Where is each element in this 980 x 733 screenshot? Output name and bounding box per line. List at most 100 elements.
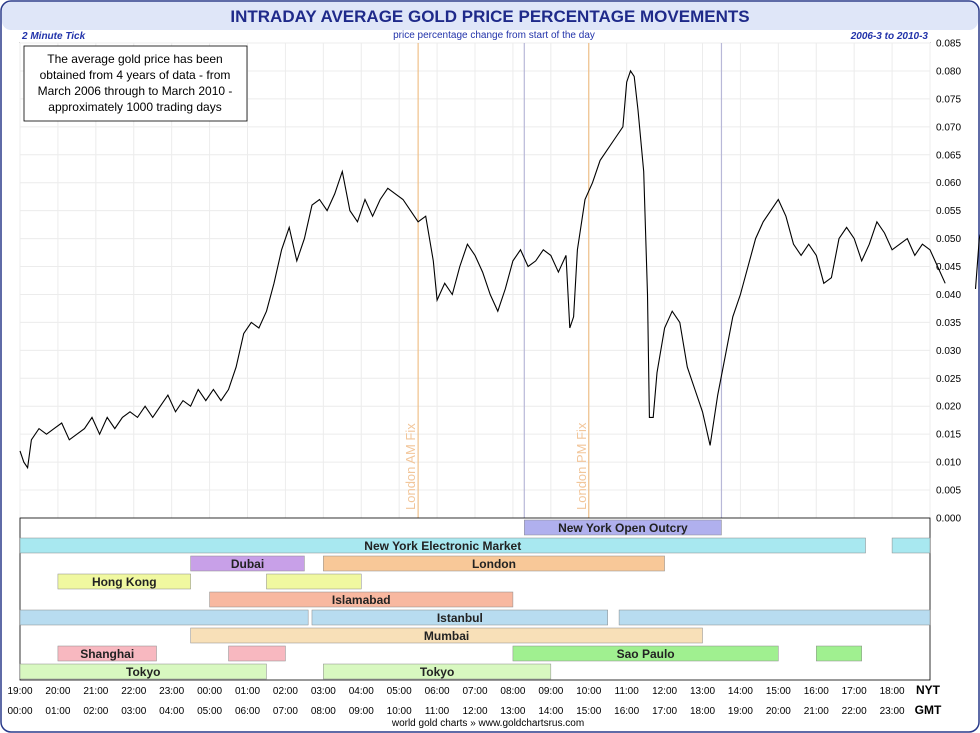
y-tick-label: 0.075 [936, 94, 961, 105]
session-bar [323, 663, 552, 680]
x-tick-gmt: 08:00 [311, 706, 336, 717]
y-tick-label: 0.005 [936, 486, 961, 497]
chart-title: INTRADAY AVERAGE GOLD PRICE PERCENTAGE M… [230, 7, 749, 26]
session-bar [19, 537, 866, 554]
x-tick-gmt: 00:00 [7, 706, 32, 717]
session-label: Sao Paulo [617, 647, 675, 661]
marker-label: London AM Fix [403, 423, 418, 510]
x-tick-gmt: 14:00 [538, 706, 563, 717]
session-bar [618, 609, 931, 626]
y-tick-label: 0.085 [936, 39, 961, 50]
x-tick-nyt: 06:00 [425, 686, 450, 697]
x-tick-nyt: 07:00 [462, 686, 487, 697]
session-layer: New York Open Outcry New York Electronic … [19, 519, 931, 680]
session-bar [311, 609, 608, 626]
x-tick-nyt: 11:00 [615, 686, 640, 697]
session-bar [190, 555, 305, 572]
x-tick-gmt: 15:00 [576, 706, 601, 717]
session-label: Istanbul [437, 611, 483, 625]
session-bar [228, 645, 286, 662]
session-label: Hong Kong [92, 575, 157, 589]
y-tick-label: 0.070 [936, 122, 961, 133]
x-tick-gmt: 01:00 [45, 706, 70, 717]
x-tick-nyt: 00:00 [197, 686, 222, 697]
x-tick-nyt: 10:00 [576, 686, 601, 697]
session-bar [891, 537, 931, 554]
x-tick-gmt: 04:00 [159, 706, 184, 717]
footer-credit: world gold charts » www.goldchartsrus.co… [391, 718, 584, 729]
x-tick-gmt: 19:00 [728, 706, 753, 717]
x-tick-nyt: 22:00 [121, 686, 146, 697]
header-band [2, 2, 978, 30]
y-tick-label: 0.045 [936, 262, 961, 273]
session-bar [209, 591, 514, 608]
x-tick-gmt: 16:00 [614, 706, 639, 717]
x-tick-gmt: 11:00 [425, 706, 450, 717]
y-tick-label: 0.025 [936, 374, 961, 385]
session-label: Shanghai [80, 647, 134, 661]
session-label: New York Electronic Market [364, 539, 521, 553]
y-tick-label: 0.080 [936, 66, 961, 77]
line-layer [19, 69, 980, 470]
y-tick-label: 0.010 [936, 458, 961, 469]
session-label: Mumbai [424, 629, 469, 643]
y-tick-label: 0.060 [936, 178, 961, 189]
x-tick-gmt: 12:00 [462, 706, 487, 717]
x-tick-nyt: 08:00 [500, 686, 525, 697]
y-tick-label: 0.035 [936, 318, 961, 329]
subtitle-right: 2006-3 to 2010-3 [850, 31, 929, 42]
session-label: Tokyo [420, 665, 454, 679]
session-bar [190, 627, 703, 644]
x-tick-gmt: 13:00 [500, 706, 525, 717]
x-tick-nyt: 05:00 [387, 686, 412, 697]
x-tick-gmt: 07:00 [273, 706, 298, 717]
session-bar [266, 573, 362, 590]
session-bar [19, 609, 309, 626]
y-tick-layer: 0.000 0.005 0.010 0.015 0.020 0.025 0.030 0.035… [936, 39, 961, 525]
x-tick-nyt: 19:00 [7, 686, 32, 697]
y-tick-label: 0.020 [936, 402, 961, 413]
x-tick-nyt: 13:00 [690, 686, 715, 697]
subtitle-center: price percentage change from start of th… [393, 30, 595, 41]
x-axis-label-nyt: NYT [916, 683, 941, 697]
x-tick-gmt: 10:00 [387, 706, 412, 717]
x-tick-gmt: 02:00 [83, 706, 108, 717]
x-tick-gmt: 17:00 [652, 706, 677, 717]
session-bar [323, 555, 665, 572]
x-tick-layer: 19:00 20:00 21:00 22:00 23:00 00:00 01:00 02:00… [7, 686, 905, 717]
y-tick-label: 0.000 [936, 514, 961, 525]
note-line-4: approximately 1000 trading days [48, 100, 221, 114]
y-tick-label: 0.055 [936, 206, 961, 217]
x-tick-nyt: 16:00 [804, 686, 829, 697]
x-tick-gmt: 06:00 [235, 706, 260, 717]
session-bar [19, 663, 267, 680]
session-label: New York Open Outcry [558, 521, 688, 535]
x-tick-gmt: 18:00 [690, 706, 715, 717]
session-label: London [472, 557, 516, 571]
y-tick-label: 0.050 [936, 234, 961, 245]
x-tick-gmt: 21:00 [804, 706, 829, 717]
y-tick-label: 0.065 [936, 150, 961, 161]
x-tick-gmt: 20:00 [766, 706, 791, 717]
series-line [19, 69, 946, 470]
note-line-3: March 2006 through to March 2010 - [38, 84, 233, 98]
x-tick-gmt: 05:00 [197, 706, 222, 717]
session-bar [524, 519, 722, 536]
session-bar [57, 645, 157, 662]
x-tick-nyt: 20:00 [45, 686, 70, 697]
x-tick-gmt: 03:00 [121, 706, 146, 717]
x-tick-nyt: 15:00 [766, 686, 791, 697]
marker-label: London PM Fix [574, 422, 589, 510]
note-box [23, 45, 248, 122]
session-bar [816, 645, 862, 662]
y-tick-label: 0.040 [936, 290, 961, 301]
note-line-2: obtained from 4 years of data - from [40, 68, 231, 82]
x-tick-nyt: 23:00 [159, 686, 184, 697]
x-tick-nyt: 03:00 [311, 686, 336, 697]
y-tick-label: 0.030 [936, 346, 961, 357]
session-bar [512, 645, 779, 662]
marker-layer: London AM Fix London PM Fix [403, 43, 723, 518]
x-tick-gmt: 23:00 [880, 706, 905, 717]
